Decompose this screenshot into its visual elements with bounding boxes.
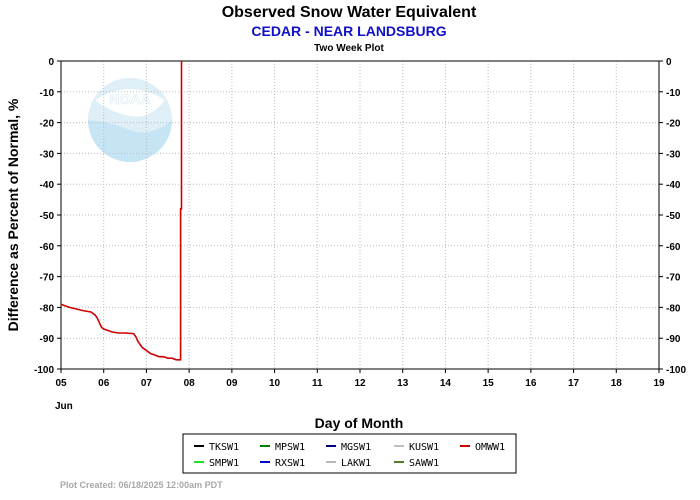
- axis-ticks: 0 0 -10 -10 -20 -20 -30 -30 -40 -40 -50 -50 -60 -60 -7…: [34, 57, 686, 389]
- plot-area: [60, 60, 660, 370]
- y-tick-label-right: 0: [666, 57, 672, 68]
- month-label: Jun: [55, 401, 73, 412]
- y-tick-label-left: -80: [40, 303, 55, 314]
- legend: TKSW1 MPSW1 MGSW1 KUSW1 OMWW1 SMPW1 RXSW1 LAKW1…: [182, 433, 517, 474]
- x-tick-label: 14: [440, 378, 452, 389]
- chart-subsubtitle: Two Week Plot: [314, 43, 384, 54]
- y-tick-label-left: -10: [40, 88, 55, 99]
- x-tick-label: 09: [226, 378, 238, 389]
- y-tick-label-left: -90: [40, 334, 55, 345]
- y-axis-title: Difference as Percent of Normal, %: [5, 98, 21, 331]
- x-tick-label: 08: [184, 378, 196, 389]
- legend-label-smpw1: SMPW1: [209, 458, 239, 469]
- x-tick-label: 18: [611, 378, 623, 389]
- series-line-omww1: [60, 61, 183, 361]
- plot-created-footer: Plot Created: 06/18/2025 12:00am PDT: [60, 480, 223, 490]
- x-tick-label: 12: [354, 378, 366, 389]
- x-tick-label: 17: [568, 378, 580, 389]
- legend-label-lakw1: LAKW1: [341, 458, 371, 469]
- y-tick-label-left: -40: [40, 180, 55, 191]
- legend-label-tksw1: TKSW1: [209, 442, 239, 453]
- chart-title: Observed Snow Water Equivalent: [222, 4, 477, 21]
- x-tick-label: 10: [269, 378, 281, 389]
- x-tick-label: 19: [653, 378, 665, 389]
- x-tick-label: 05: [55, 378, 67, 389]
- x-tick-label: 13: [397, 378, 409, 389]
- x-tick-label: 16: [525, 378, 537, 389]
- legend-label-mpsw1: MPSW1: [275, 442, 305, 453]
- x-tick-label: 11: [312, 378, 323, 389]
- x-tick-label: 06: [98, 378, 110, 389]
- y-tick-label-right: -90: [666, 334, 681, 345]
- y-tick-label-right: -70: [666, 273, 681, 284]
- y-tick-label-right: -20: [666, 119, 681, 130]
- y-tick-label-right: -40: [666, 180, 681, 191]
- y-tick-label-right: -30: [666, 149, 681, 160]
- noaa-logo-icon: NOAA: [88, 78, 172, 162]
- y-tick-label-right: -100: [666, 365, 686, 376]
- y-tick-label-right: -60: [666, 242, 681, 253]
- legend-label-saww1: SAWW1: [409, 458, 439, 469]
- y-tick-label-left: 0: [48, 57, 54, 68]
- x-tick-label: 15: [483, 378, 495, 389]
- y-tick-label-right: -80: [666, 303, 681, 314]
- y-tick-label-left: -100: [34, 365, 54, 376]
- y-tick-label-right: -10: [666, 88, 681, 99]
- y-tick-label-right: -50: [666, 211, 681, 222]
- y-tick-label-left: -60: [40, 242, 55, 253]
- legend-box: [182, 433, 517, 474]
- y-tick-label-left: -70: [40, 273, 55, 284]
- legend-label-kusw1: KUSW1: [409, 442, 439, 453]
- y-tick-label-left: -50: [40, 211, 55, 222]
- svg-text:NOAA: NOAA: [109, 91, 150, 107]
- y-tick-label-left: -30: [40, 149, 55, 160]
- x-tick-label: 07: [141, 378, 153, 389]
- series-lines: [60, 61, 183, 361]
- grid: [60, 60, 660, 370]
- legend-label-rxsw1: RXSW1: [275, 458, 305, 469]
- y-tick-label-left: -20: [40, 119, 55, 130]
- x-axis-title: Day of Month: [315, 415, 404, 431]
- legend-label-omww1: OMWW1: [475, 442, 505, 453]
- legend-label-mgsw1: MGSW1: [341, 442, 371, 453]
- chart-subtitle: CEDAR - NEAR LANDSBURG: [251, 23, 446, 39]
